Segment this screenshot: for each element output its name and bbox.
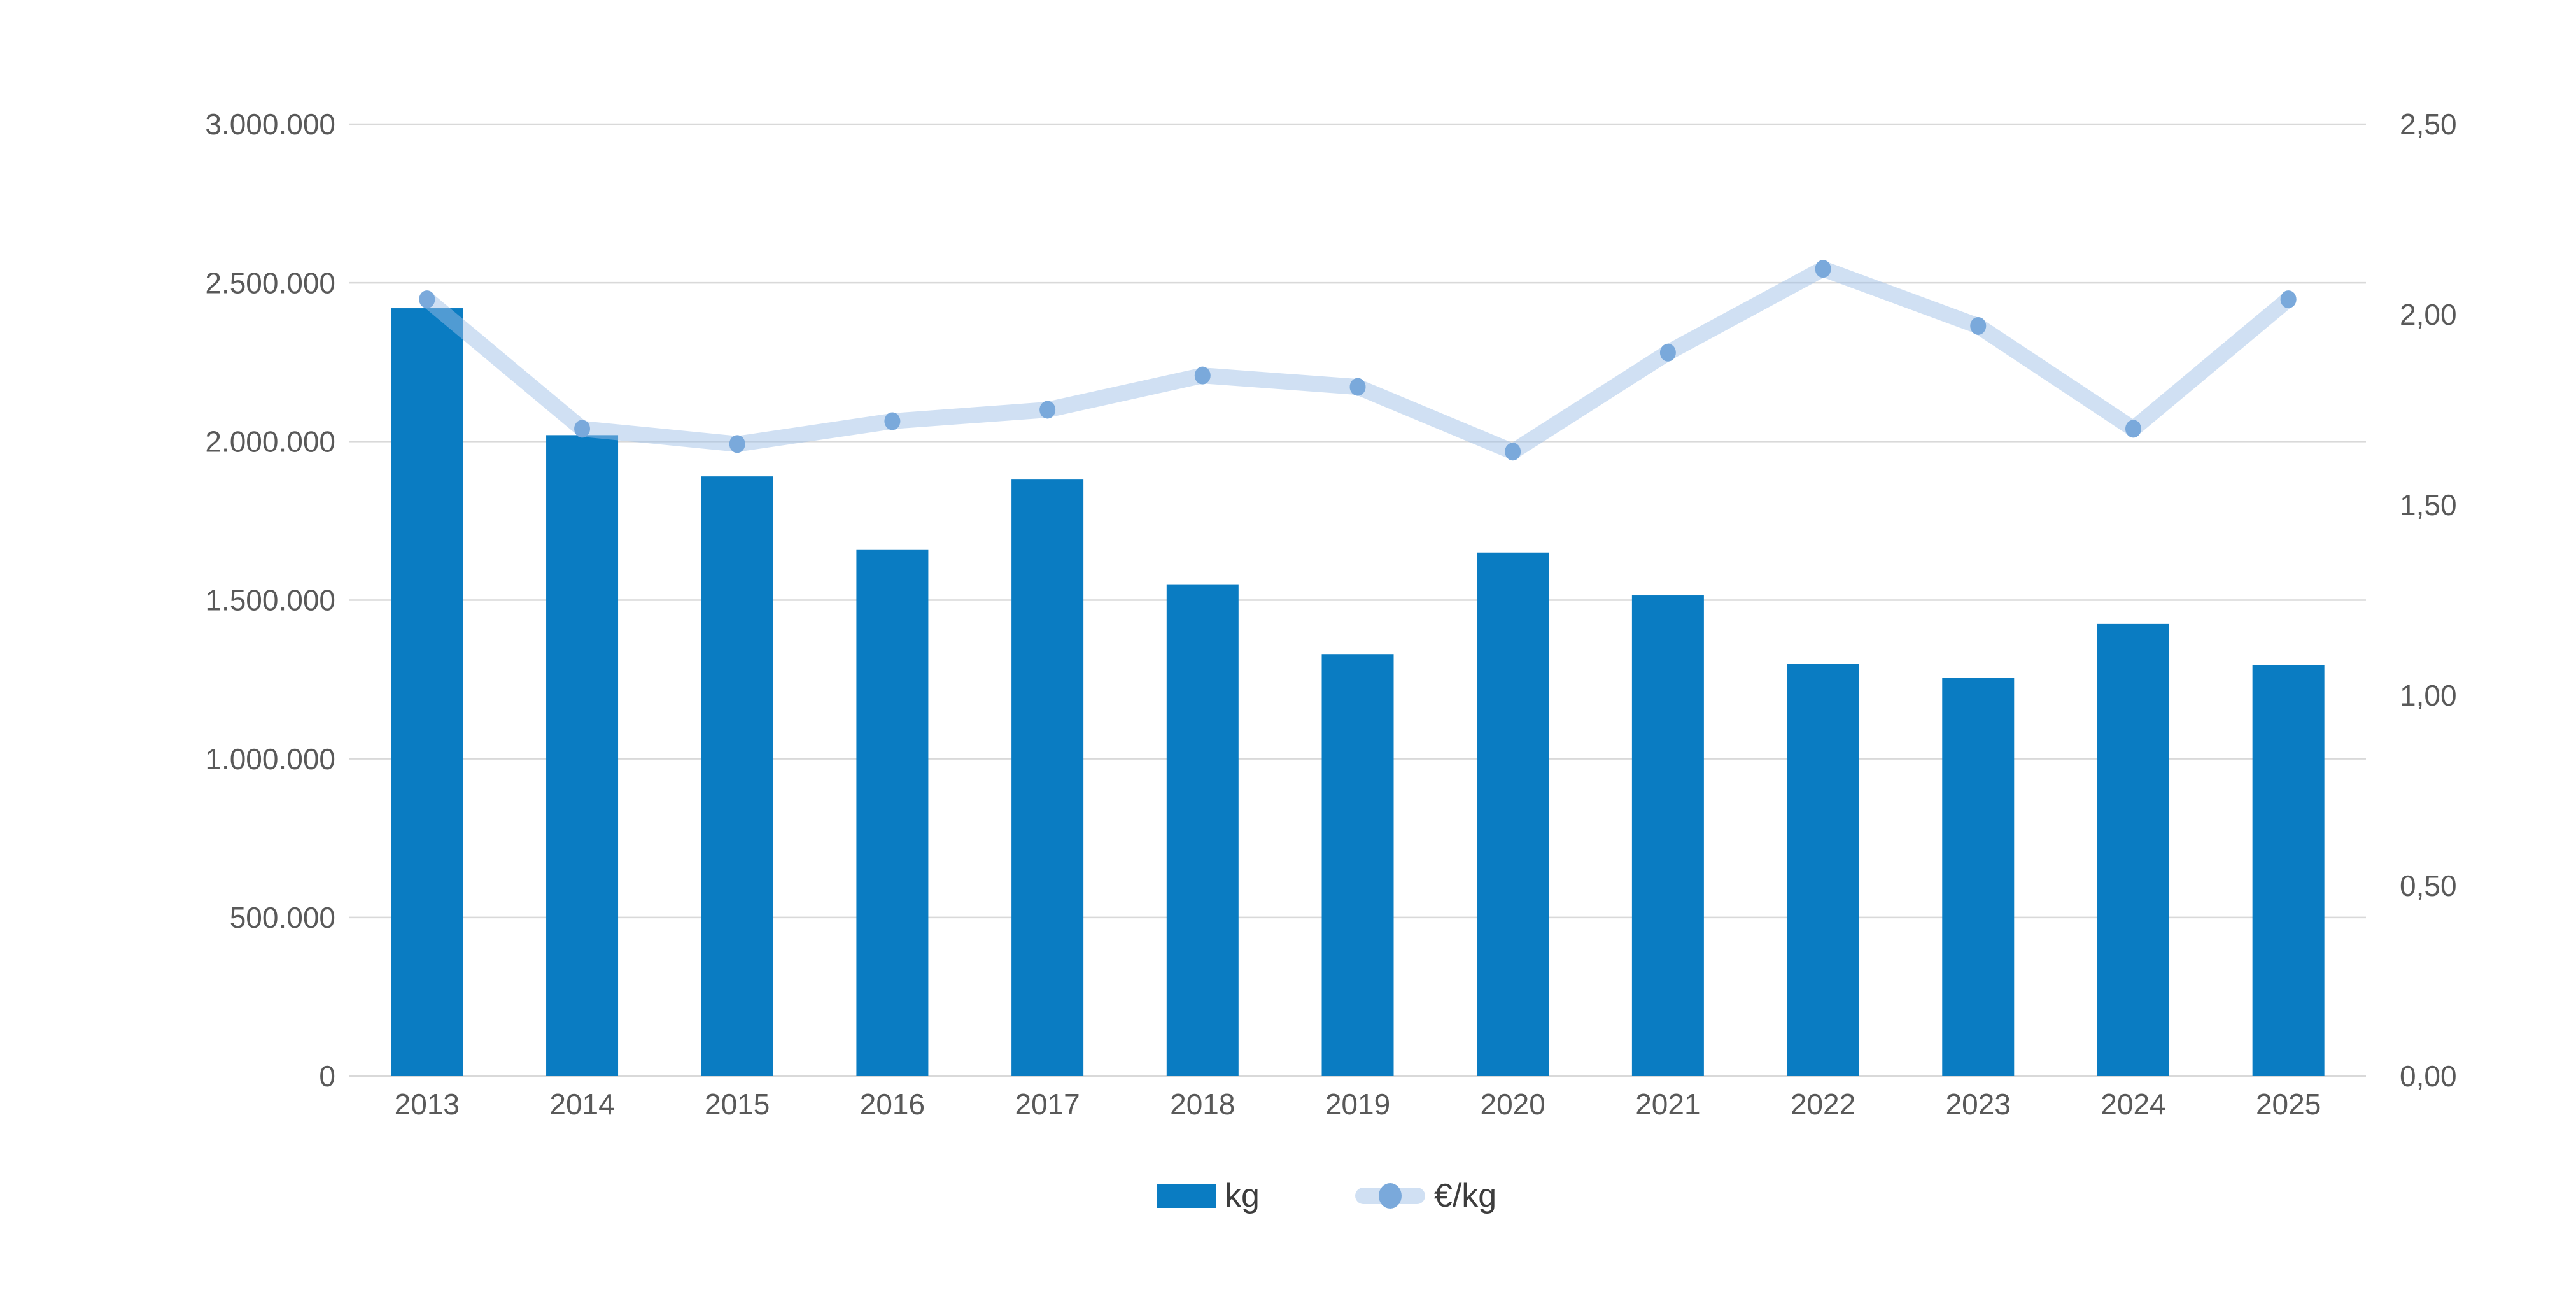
legend-label-price: €/kg bbox=[1433, 1177, 1497, 1214]
left-axis-tick-label: 500.000 bbox=[230, 901, 335, 934]
x-axis-label-2022: 2022 bbox=[1791, 1088, 1855, 1121]
marker-2022[interactable] bbox=[1815, 260, 1831, 278]
marker-2024[interactable] bbox=[2125, 420, 2141, 438]
bar-2015[interactable] bbox=[701, 476, 773, 1076]
x-axis-label-2018: 2018 bbox=[1170, 1088, 1235, 1121]
marker-2016[interactable] bbox=[884, 412, 901, 430]
x-axis-label-2024: 2024 bbox=[2101, 1088, 2165, 1121]
marker-2023[interactable] bbox=[1970, 316, 1987, 335]
x-axis-label-2020: 2020 bbox=[1481, 1088, 1545, 1121]
kg-series-swatch-icon bbox=[1157, 1184, 1216, 1208]
price-marker-swatch-icon bbox=[1378, 1183, 1402, 1209]
left-axis-tick-label: 0 bbox=[319, 1060, 335, 1093]
x-axis-label-2016: 2016 bbox=[860, 1088, 925, 1121]
bar-2024[interactable] bbox=[2097, 623, 2169, 1076]
marker-2015[interactable] bbox=[729, 435, 745, 453]
bar-2019[interactable] bbox=[1321, 654, 1394, 1076]
bar-2023[interactable] bbox=[1942, 678, 2015, 1076]
bar-2014[interactable] bbox=[546, 435, 619, 1076]
marker-2025[interactable] bbox=[2280, 290, 2297, 309]
left-axis-tick-label: 2.500.000 bbox=[205, 266, 335, 299]
x-axis-label-2019: 2019 bbox=[1325, 1088, 1390, 1121]
bar-2021[interactable] bbox=[1631, 595, 1704, 1076]
marker-2020[interactable] bbox=[1505, 443, 1521, 461]
x-axis-label-2017: 2017 bbox=[1015, 1088, 1080, 1121]
chart-legend: kg €/kg bbox=[1157, 1179, 1496, 1212]
marker-2017[interactable] bbox=[1039, 401, 1056, 419]
legend-label-kg: kg bbox=[1225, 1177, 1260, 1214]
left-axis-tick-label: 3.000.000 bbox=[205, 108, 335, 141]
x-axis-label-2025: 2025 bbox=[2256, 1088, 2321, 1121]
price-line[interactable] bbox=[419, 260, 2297, 460]
price-series-swatch-icon bbox=[1355, 1183, 1425, 1209]
marker-2014[interactable] bbox=[574, 420, 591, 438]
marker-2021[interactable] bbox=[1659, 343, 1676, 362]
right-axis-tick-label: 2,50 bbox=[2400, 108, 2457, 141]
right-axis-tick-label: 1,50 bbox=[2400, 488, 2457, 522]
bar-2013[interactable] bbox=[391, 308, 463, 1076]
legend-item-price[interactable]: €/kg bbox=[1355, 1179, 1496, 1212]
x-axis-label-2023: 2023 bbox=[1946, 1088, 2011, 1121]
x-axis-label-2021: 2021 bbox=[1635, 1088, 1700, 1121]
bar-2016[interactable] bbox=[856, 549, 929, 1076]
right-axis-tick-label: 0,00 bbox=[2400, 1060, 2457, 1093]
marker-2018[interactable] bbox=[1194, 366, 1211, 385]
bar-2022[interactable] bbox=[1787, 664, 1859, 1076]
left-axis-tick-label: 1.000.000 bbox=[205, 742, 335, 776]
marker-2019[interactable] bbox=[1349, 378, 1366, 396]
x-axis-label-2014: 2014 bbox=[549, 1088, 614, 1121]
bar-2020[interactable] bbox=[1477, 552, 1549, 1076]
bar-2018[interactable] bbox=[1166, 584, 1239, 1076]
bar-2025[interactable] bbox=[2252, 665, 2325, 1076]
legend-item-kg[interactable]: kg bbox=[1157, 1179, 1260, 1212]
right-axis-tick-label: 1,00 bbox=[2400, 679, 2457, 712]
bar-2017[interactable] bbox=[1011, 479, 1084, 1076]
marker-2013[interactable] bbox=[419, 290, 435, 309]
left-axis-tick-label: 1.500.000 bbox=[205, 584, 335, 617]
left-axis-tick-label: 2.000.000 bbox=[205, 425, 335, 458]
right-axis-tick-label: 2,00 bbox=[2400, 298, 2457, 331]
x-axis-label-2015: 2015 bbox=[705, 1088, 770, 1121]
right-axis-tick-label: 0,50 bbox=[2400, 869, 2457, 902]
x-axis-label-2013: 2013 bbox=[395, 1088, 460, 1121]
